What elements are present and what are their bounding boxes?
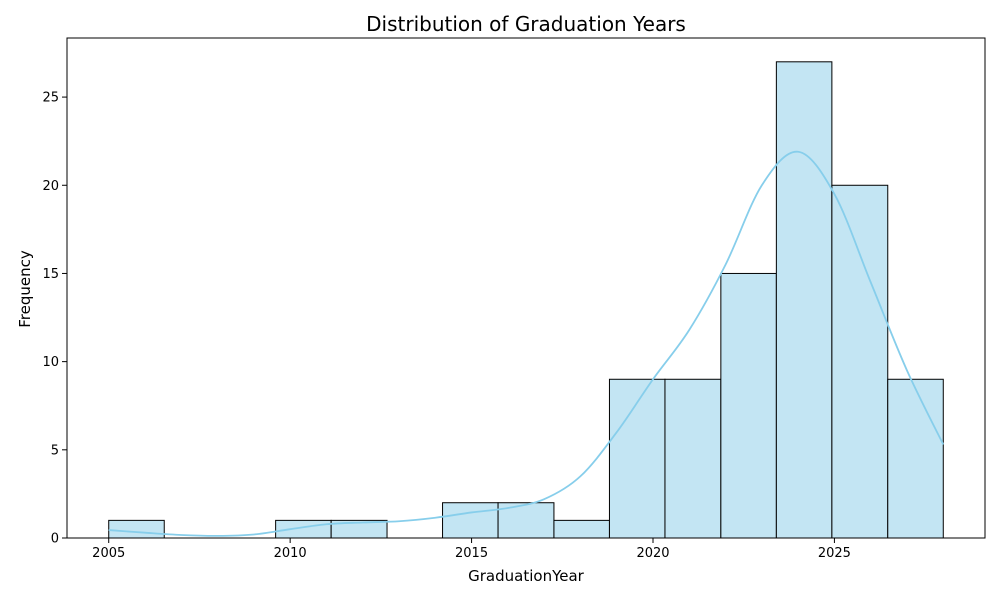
kde-group: [108, 150, 945, 537]
histogram-bar-12: [775, 61, 833, 539]
histogram-bar-6: [442, 502, 499, 539]
x-tick-label: 2010: [274, 546, 307, 561]
plot-frame: [66, 37, 986, 539]
x-tick-label: 2005: [92, 546, 125, 561]
histogram-bar-3: [275, 519, 332, 539]
x-tick-label: 2020: [636, 546, 669, 561]
chart-title: Distribution of Graduation Years: [366, 12, 686, 36]
histogram-bar-9: [608, 378, 666, 539]
y-tick-label: 15: [42, 267, 59, 282]
histogram-bar-14: [887, 378, 944, 539]
histogram-bar-0: [108, 519, 165, 539]
y-axis-ticks: 0 5 10 15 20 25: [42, 91, 67, 547]
x-axis-ticks: 2005 2010 2015 2020 2025: [92, 538, 851, 561]
y-tick-label: 10: [42, 355, 59, 370]
histogram-bar-11: [720, 272, 777, 539]
y-tick-label: 20: [42, 179, 59, 194]
x-tick-label: 2025: [818, 546, 851, 561]
kde-line: [108, 150, 945, 537]
histogram-bar-8: [553, 519, 610, 539]
histogram-bar-10: [664, 378, 722, 539]
x-axis-label: GraduationYear: [468, 567, 585, 585]
histogram-bar-13: [831, 184, 889, 539]
x-tick-label: 2015: [455, 546, 488, 561]
bars-group: [108, 61, 944, 539]
y-axis-label: Frequency: [16, 250, 34, 328]
y-tick-label: 0: [51, 532, 59, 547]
y-tick-label: 25: [42, 91, 59, 106]
y-tick-label: 5: [51, 443, 59, 458]
